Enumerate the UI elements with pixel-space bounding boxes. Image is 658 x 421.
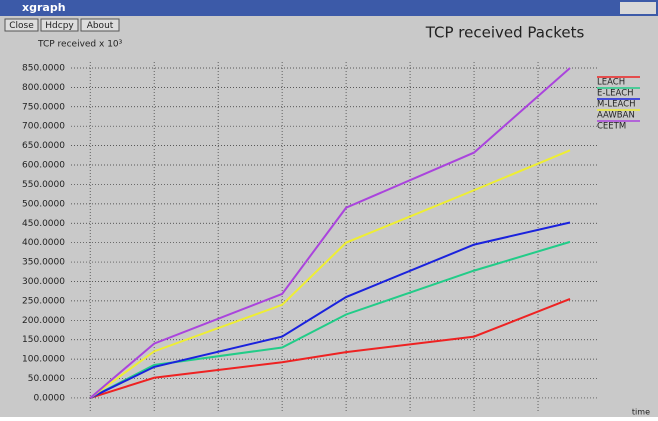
y-tick-label: 850.0000 xyxy=(22,63,65,73)
about-button[interactable] xyxy=(80,18,120,32)
legend-label: E-LEACH xyxy=(597,89,634,99)
series-line xyxy=(89,221,571,399)
y-tick-label: 700.0000 xyxy=(22,122,65,132)
y-tick-label: 50.0000 xyxy=(28,374,65,384)
hdcpy-label: Hdcpy xyxy=(45,21,74,31)
about-label: About xyxy=(87,21,114,31)
legend-label: AAWBAN xyxy=(597,111,635,121)
window-title: xgraph xyxy=(22,1,66,14)
hdcpy-button[interactable] xyxy=(40,18,79,32)
series-line xyxy=(89,240,571,399)
y-tick-label: 500.0000 xyxy=(22,199,65,209)
legend-label: M-LEACH xyxy=(597,100,636,110)
close-label: Close xyxy=(9,21,34,31)
window-controls[interactable] xyxy=(620,2,656,14)
buttons: Close Hdcpy About xyxy=(4,18,120,32)
y-tick-label: 600.0000 xyxy=(22,161,65,171)
y-tick-label: 300.0000 xyxy=(22,277,65,287)
chart-title: TCP received Packets xyxy=(425,24,585,42)
series-line xyxy=(89,67,571,399)
y-tick-label: 550.0000 xyxy=(22,180,65,190)
y-tick-label: 450.0000 xyxy=(22,219,65,229)
y-tick-label: 750.0000 xyxy=(22,102,65,112)
series-line xyxy=(89,149,571,399)
legend-label: CEETM xyxy=(597,122,626,132)
legend-label: LEACH xyxy=(597,78,625,88)
y-tick-label: 0.0000 xyxy=(34,393,66,403)
close-button[interactable] xyxy=(4,18,39,32)
y-tick-label: 250.0000 xyxy=(22,296,65,306)
y-tick-label: 650.0000 xyxy=(22,141,65,151)
y-tick-label: 350.0000 xyxy=(22,258,65,268)
title-bar xyxy=(0,0,658,16)
y-tick-label: 150.0000 xyxy=(22,335,65,345)
y-tick-label: 800.0000 xyxy=(22,83,65,93)
x-axis-label: time xyxy=(632,408,650,417)
y-axis-label: TCP received x 10³ xyxy=(37,40,123,50)
y-tick-label: 200.0000 xyxy=(22,316,65,326)
y-tick-label: 100.0000 xyxy=(22,355,65,365)
y-tick-label: 400.0000 xyxy=(22,238,65,248)
series-line xyxy=(89,298,571,399)
